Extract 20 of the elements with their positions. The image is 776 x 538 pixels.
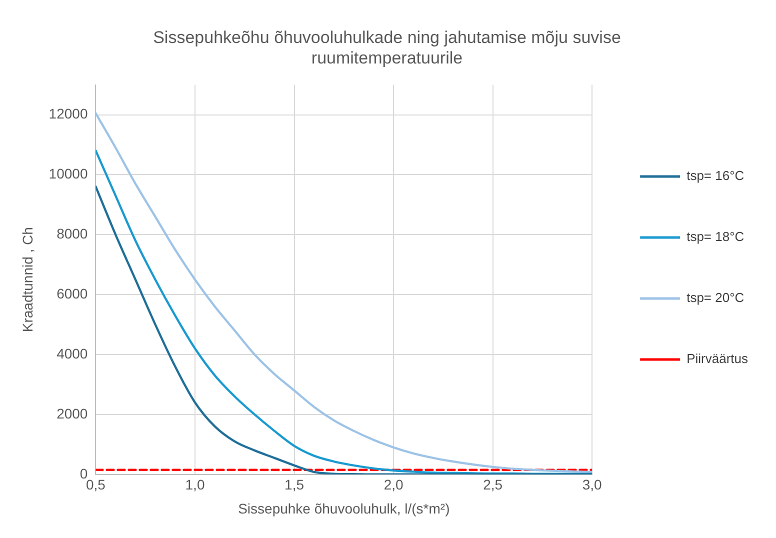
y-tick-label: 10000 xyxy=(48,166,88,182)
x-tick-label: 2,0 xyxy=(384,476,404,493)
x-tick-label: 1,5 xyxy=(284,476,304,493)
y-tick-label: 2000 xyxy=(56,405,88,422)
y-axis-title: Kraadtunnid , Ch xyxy=(19,227,36,332)
x-tick-label: 0,5 xyxy=(86,476,106,493)
y-tick-label: 12000 xyxy=(48,106,88,122)
legend-label: tsp= 20°C xyxy=(686,290,744,306)
legend-label: tsp= 18°C xyxy=(686,229,744,244)
x-tick-label: 2,5 xyxy=(483,476,503,493)
x-tick-label: 1,0 xyxy=(185,476,205,493)
y-tick-label: 8000 xyxy=(56,226,88,242)
y-tick-label: 0 xyxy=(80,465,88,482)
x-tick-label: 3,0 xyxy=(582,476,602,493)
y-tick-label: 6000 xyxy=(56,285,88,302)
legend-label: tsp= 16°C xyxy=(686,168,744,184)
y-tick-label: 4000 xyxy=(56,345,88,362)
chart-title: Sissepuhkeõhu õhuvooluhulkade ning jahutamise mõju suvise ruumitemperatuurile xyxy=(153,28,621,68)
legend-label: Piirväärtus xyxy=(686,351,748,366)
x-axis-title: Sissepuhke õhuvooluhulk, l/(s*m²) xyxy=(238,500,450,516)
